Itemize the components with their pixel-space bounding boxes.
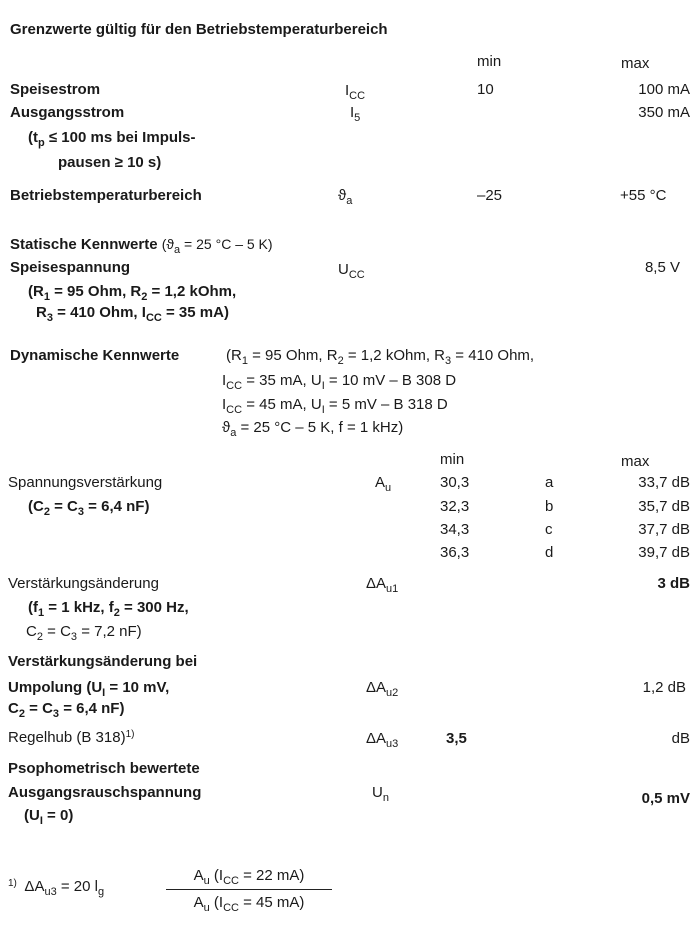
gain-max: 37,7 dB	[638, 521, 690, 538]
regelhub-label: Regelhub (B 318)1)	[8, 729, 135, 746]
row-label: Betriebstemperaturbereich	[10, 187, 202, 204]
row-max: 350 mA	[638, 104, 690, 121]
fraction-bar	[166, 889, 332, 890]
regelhub-symbol: ΔAu3	[366, 730, 399, 750]
polarity-label: Umpolung (UI = 10 mV,	[8, 679, 170, 699]
polarity-symbol: ΔAu2	[366, 679, 399, 699]
noise-label: Psophometrisch bewertete	[8, 760, 200, 777]
static-heading: Statische Kennwerte (ϑa = 25 °C – 5 K)	[10, 236, 273, 256]
gain-change-max: 3 dB	[657, 575, 690, 592]
gain-note: (C2 = C3 = 6,4 nF)	[28, 498, 150, 518]
fraction-denominator: Au (ICC = 45 mA)	[193, 894, 305, 914]
static-symbol: UCC	[338, 261, 365, 281]
polarity-label: C2 = C3 = 6,4 nF)	[8, 700, 125, 720]
gain-change-note: C2 = C3 = 7,2 nF)	[26, 623, 142, 643]
polarity-max: 1,2 dB	[642, 679, 686, 696]
fraction-numerator: Au (ICC = 22 mA)	[193, 867, 305, 887]
static-note: (R1 = 95 Ohm, R2 = 1,2 kOhm,	[28, 283, 237, 303]
gain-max: 33,7 dB	[638, 474, 690, 491]
gain-group-letter: c	[545, 521, 553, 538]
footnote-lhs: 1) ΔAu3 = 20 lg	[8, 878, 105, 898]
gain-group-letter: d	[545, 544, 554, 561]
dynamic-conditions: ICC = 35 mA, UI = 10 mV – B 308 D	[222, 372, 457, 392]
row-min: –25	[477, 187, 503, 204]
gain-symbol: Au	[375, 474, 392, 494]
limits-col-max: max	[621, 55, 650, 72]
dynamic-conditions: (R1 = 95 Ohm, R2 = 1,2 kOhm, R3 = 410 Oh…	[226, 347, 535, 367]
dynamic-heading: Dynamische Kennwerte	[10, 347, 180, 364]
row-label: Speisestrom	[10, 81, 101, 98]
gain-min: 32,3	[440, 498, 470, 515]
gain-change-note: (f1 = 1 kHz, f2 = 300 Hz,	[28, 599, 189, 619]
static-note: R3 = 410 Ohm, ICC = 35 mA)	[36, 304, 229, 324]
gain-max: 39,7 dB	[638, 544, 690, 561]
static-label: Speisespannung	[10, 259, 131, 276]
row-symbol: I5	[350, 104, 361, 124]
noise-label: Ausgangsrauschspannung	[8, 784, 202, 801]
gain-min: 36,3	[440, 544, 470, 561]
row-note: pausen ≥ 10 s)	[58, 154, 162, 171]
gain-min: 30,3	[440, 474, 470, 491]
static-max: 8,5 V	[644, 259, 680, 276]
noise-max: 0,5 mV	[641, 790, 690, 807]
row-symbol: ICC	[345, 82, 366, 102]
dynamic-conditions: ICC = 45 mA, UI = 5 mV – B 318 D	[222, 396, 448, 416]
dynamic-conditions: ϑa = 25 °C – 5 K, f = 1 kHz)	[222, 419, 404, 439]
limits-col-min: min	[477, 53, 502, 70]
noise-symbol: Un	[372, 784, 389, 804]
footnote-fraction: Au (ICC = 22 mA) Au (ICC = 45 mA)	[166, 866, 332, 914]
polarity-label: Verstärkungsänderung bei	[8, 653, 198, 670]
gain-group-letter: a	[545, 474, 554, 491]
row-symbol: ϑa	[338, 187, 353, 207]
dynamic-col-min: min	[440, 451, 465, 468]
gain-label: Spannungsverstärkung	[8, 474, 163, 491]
row-note: (tp ≤ 100 ms bei Impuls-	[28, 129, 196, 149]
row-max: 100 mA	[638, 81, 690, 98]
row-label: Ausgangsstrom	[10, 104, 125, 121]
row-min: 10	[477, 81, 494, 98]
regelhub-min: 3,5	[446, 730, 467, 747]
regelhub-max: dB	[671, 730, 690, 747]
gain-group-letter: b	[545, 498, 554, 515]
noise-note: (UI = 0)	[24, 807, 74, 827]
row-max: +55 °C	[620, 187, 667, 204]
gain-change-symbol: ΔAu1	[366, 575, 399, 595]
gain-max: 35,7 dB	[638, 498, 690, 515]
gain-change-label: Verstärkungsänderung	[8, 575, 159, 592]
page-title: Grenzwerte gültig für den Betriebstemper…	[10, 21, 388, 38]
dynamic-col-max: max	[621, 453, 650, 470]
gain-min: 34,3	[440, 521, 470, 538]
